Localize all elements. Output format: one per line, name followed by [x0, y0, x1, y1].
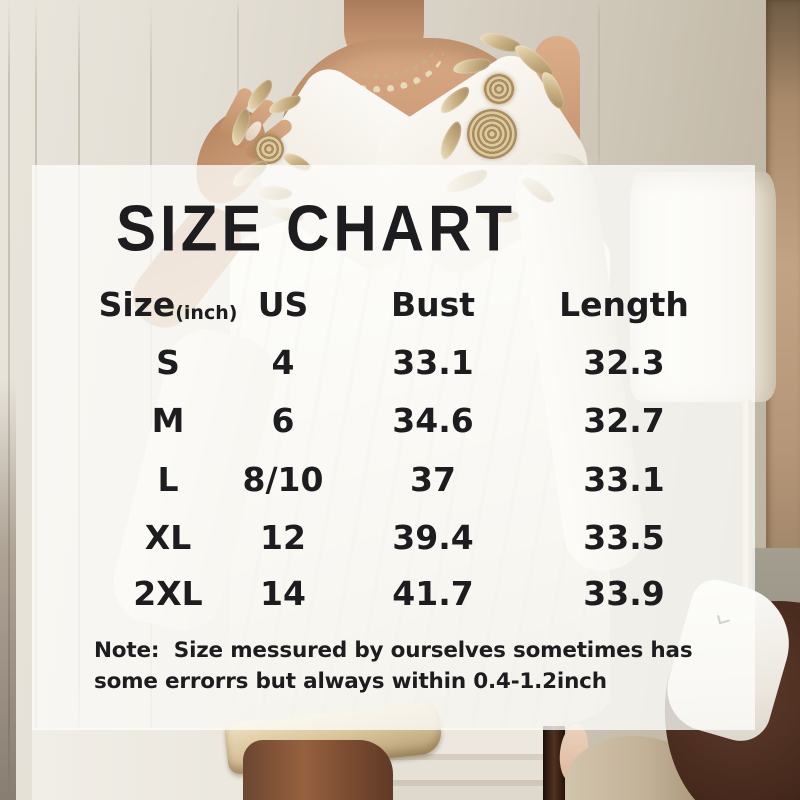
rose-ornament: [254, 134, 284, 164]
length-cell: 32.3: [583, 343, 665, 382]
table-header-row: Size(inch) US Bust Length: [32, 282, 755, 328]
leaf-ornament: [266, 92, 304, 117]
us-cell: 6: [271, 401, 295, 440]
table-row: M 6 34.6 32.7: [32, 398, 755, 444]
note-text: Note: Size messured by ourselves sometim…: [94, 635, 693, 697]
size-cell: XL: [144, 518, 192, 557]
wall-groove: [237, 0, 239, 150]
us-cell: 14: [260, 574, 306, 613]
leaf-ornament: [436, 83, 474, 117]
size-cell: 2XL: [133, 574, 203, 613]
col-header-size-unit: (inch): [175, 302, 238, 324]
us-cell: 8/10: [242, 460, 324, 499]
leaf-ornament: [538, 69, 568, 112]
note-line: Note: Size messured by ourselves sometim…: [94, 638, 693, 663]
col-header-size: Size(inch): [99, 282, 238, 333]
leaf-ornament: [227, 106, 255, 148]
bust-cell: 37: [410, 460, 456, 499]
rose-ornament: [467, 109, 517, 159]
table-row: L 8/10 37 33.1: [32, 457, 755, 503]
bust-cell: 34.6: [392, 401, 474, 440]
length-cell: 33.9: [583, 574, 665, 613]
chart-overlay-panel: [32, 165, 755, 730]
furniture-leg: [543, 726, 565, 800]
table-row: S 4 33.1 32.3: [32, 340, 755, 386]
bust-cell: 33.1: [392, 343, 474, 382]
us-cell: 4: [271, 343, 295, 382]
leaf-ornament: [435, 119, 467, 162]
length-cell: 33.1: [583, 460, 665, 499]
bust-cell: 39.4: [392, 518, 474, 557]
size-cell: M: [151, 401, 185, 440]
rose-ornament: [483, 73, 515, 105]
col-header-size-label: Size: [98, 285, 176, 324]
wall-groove: [598, 0, 600, 170]
size-cell: L: [157, 460, 179, 499]
note-line: some errorrs but always within 0.4-1.2in…: [94, 669, 607, 694]
model-legs: [243, 740, 393, 800]
gold-applique-right: [425, 25, 575, 250]
bust-cell: 41.7: [392, 574, 474, 613]
length-cell: 33.5: [583, 518, 665, 557]
chart-title: SIZE CHART: [116, 192, 516, 265]
col-header-us: US: [257, 285, 309, 324]
gold-applique-left: [212, 76, 327, 232]
size-chart: SIZE CHART Size(inch) US Bust Length S 4…: [32, 165, 755, 730]
size-cell: S: [156, 343, 180, 382]
col-header-length: Length: [559, 285, 689, 324]
us-cell: 12: [260, 518, 306, 557]
length-cell: 32.7: [583, 401, 665, 440]
table-row: XL 12 39.4 33.5: [32, 515, 755, 561]
table-row: 2XL 14 41.7 33.9: [32, 571, 755, 617]
left-frame-shadow: [0, 380, 16, 800]
col-header-bust: Bust: [390, 285, 476, 324]
leaf-ornament: [452, 56, 492, 76]
